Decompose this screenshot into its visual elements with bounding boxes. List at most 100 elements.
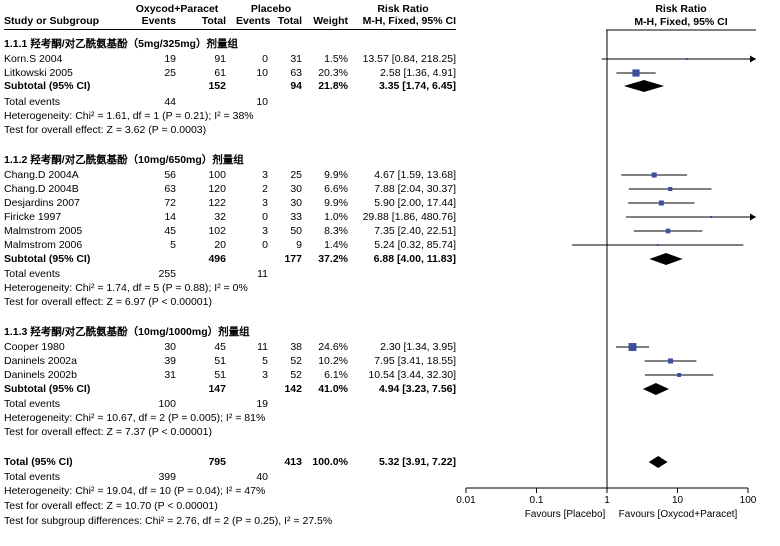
favours-left-label: Favours [Placebo]	[525, 509, 606, 520]
study-marker	[572, 244, 744, 246]
point-estimate	[658, 200, 664, 206]
subtotal-weight: 37.2%	[318, 253, 348, 265]
total2: 38	[290, 341, 302, 353]
heterogeneity-text: Heterogeneity: Chi² = 1.74, df = 5 (P = …	[4, 282, 248, 294]
events2: 3	[262, 169, 268, 181]
total-events-label: Total events	[4, 268, 61, 280]
point-estimate	[628, 343, 637, 351]
axis-tick-label: 10	[672, 495, 684, 506]
events1: 25	[164, 67, 176, 79]
total2: 31	[290, 53, 302, 65]
study-name: Malmstrom 2005	[4, 225, 83, 237]
subtotal-label: Subtotal (95% CI)	[4, 253, 91, 265]
total2: 30	[290, 197, 302, 209]
study-name: Litkowski 2005	[4, 67, 73, 79]
point-estimate	[656, 244, 659, 246]
study-marker	[601, 55, 756, 63]
point-estimate	[710, 216, 713, 218]
events1: 39	[164, 355, 176, 367]
events1: 30	[164, 341, 176, 353]
heterogeneity-text: Heterogeneity: Chi² = 10.67, df = 2 (P =…	[4, 412, 266, 424]
total2: 52	[290, 369, 302, 381]
weight: 1.0%	[324, 211, 348, 223]
ci-arrow	[750, 213, 756, 221]
heterogeneity-text: Heterogeneity: Chi² = 1.61, df = 1 (P = …	[4, 110, 254, 122]
total-total2: 413	[284, 456, 302, 468]
total-events2: 19	[256, 398, 268, 410]
study-name: Malmstrom 2006	[4, 239, 83, 251]
overall-effect-text: Test for overall effect: Z = 3.62 (P = 0…	[4, 124, 207, 136]
total-label: Total (95% CI)	[4, 456, 73, 468]
total-ci: 5.32 [3.91, 7.22]	[378, 456, 456, 468]
subtotal-label: Subtotal (95% CI)	[4, 80, 91, 92]
rr-method-header: M-H, Fixed, 95% CI	[362, 15, 456, 27]
total-events1: 44	[164, 96, 176, 108]
subtotal-total1: 152	[208, 80, 226, 92]
total-diamond	[648, 456, 668, 468]
study-name: Desjardins 2007	[4, 197, 80, 209]
total1: 120	[208, 183, 226, 195]
study-marker	[628, 200, 695, 206]
risk-ratio-ci: 29.88 [1.86, 480.76]	[362, 211, 456, 223]
point-estimate	[668, 186, 673, 192]
weight: 6.1%	[324, 369, 348, 381]
study-name: Chang.D 2004A	[4, 169, 79, 181]
study-name: Daninels 2002b	[4, 369, 77, 381]
events2: 3	[262, 369, 268, 381]
total1: 122	[208, 197, 226, 209]
weight: 20.3%	[318, 67, 348, 79]
subtotal-total1: 496	[208, 253, 226, 265]
study-marker	[621, 172, 688, 178]
axis-tick-label: 0.01	[456, 495, 476, 506]
total-events-label: Total events	[4, 96, 61, 108]
risk-ratio-ci: 10.54 [3.44, 32.30]	[368, 369, 456, 381]
events2: 0	[262, 211, 268, 223]
events2: 0	[262, 53, 268, 65]
events1: 5	[170, 239, 176, 251]
study-name: Chang.D 2004B	[4, 183, 79, 195]
total1: 91	[214, 53, 226, 65]
point-estimate	[632, 69, 640, 77]
risk-ratio-ci: 2.30 [1.34, 3.95]	[380, 341, 456, 353]
events2: 3	[262, 225, 268, 237]
total1: 45	[214, 341, 226, 353]
overall-effect-text: Test for overall effect: Z = 7.37 (P < 0…	[4, 426, 212, 438]
subtotal-ci: 4.94 [3.23, 7.56]	[378, 383, 456, 395]
diamond-shape	[642, 383, 669, 395]
point-estimate	[677, 373, 682, 377]
subtotal-weight: 21.8%	[318, 80, 348, 92]
total1: 100	[208, 169, 226, 181]
subtotal-total1: 147	[208, 383, 226, 395]
total-events2: 10	[256, 96, 268, 108]
point-estimate	[667, 358, 674, 364]
weight: 10.2%	[318, 355, 348, 367]
study-marker	[644, 358, 697, 364]
total-events1: 100	[158, 398, 176, 410]
total2-header: Total	[277, 15, 302, 27]
rr-header: Risk Ratio	[377, 3, 429, 15]
axis-tick-label: 100	[740, 495, 757, 506]
total-weight: 100.0%	[312, 456, 348, 468]
axis-ticks: 0.01 0.1 1 10 100	[456, 488, 757, 506]
total-events-label: Total events	[4, 398, 61, 410]
axis-tick-label: 1	[604, 495, 610, 506]
subtotal-total2: 177	[284, 253, 302, 265]
heterogeneity-text: Heterogeneity: Chi² = 19.04, df = 10 (P …	[4, 485, 266, 497]
risk-ratio-ci: 2.58 [1.36, 4.91]	[380, 67, 456, 79]
subgroup-title: 1.1.2 羟考酮/对乙酰氨基酚（10mg/650mg）剂量组	[4, 154, 244, 166]
weight: 9.9%	[324, 197, 348, 209]
events2: 5	[262, 355, 268, 367]
total1: 102	[208, 225, 226, 237]
events2: 0	[262, 239, 268, 251]
subtotal-diamond	[642, 383, 669, 395]
events2: 3	[262, 197, 268, 209]
study-name: Daninels 2002a	[4, 355, 77, 367]
total2: 30	[290, 183, 302, 195]
risk-ratio-ci: 5.90 [2.00, 17.44]	[374, 197, 456, 209]
study-marker	[616, 69, 656, 77]
total2: 9	[296, 239, 302, 251]
events1: 19	[164, 53, 176, 65]
point-estimate	[665, 228, 671, 234]
study-header: Study or Subgroup	[4, 15, 100, 27]
